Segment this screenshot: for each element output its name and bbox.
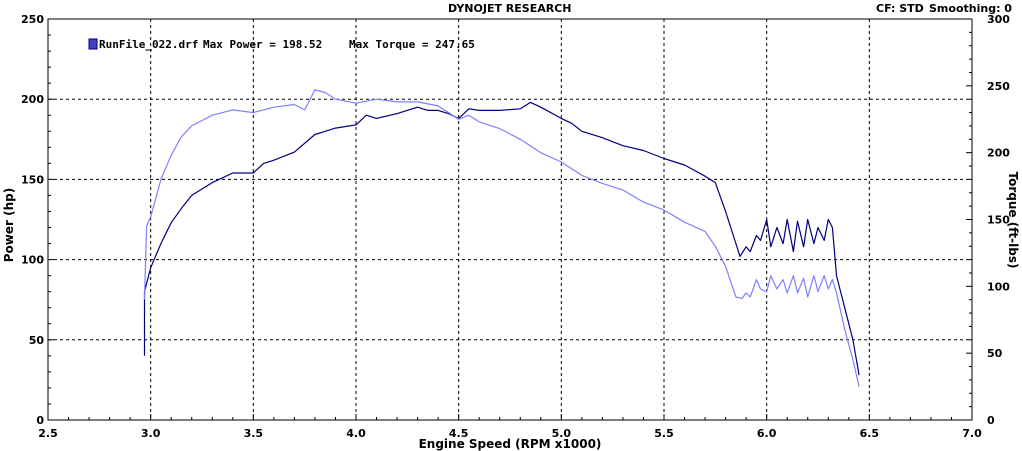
y2-tick-label: 150 [987, 214, 1010, 227]
smoothing-label: Smoothing: 0 [929, 2, 1012, 15]
right-axis-ticks: 0 50 100 150 200 250 300 [966, 13, 1010, 427]
power-curve [143, 101, 860, 376]
y-tick-label: 200 [21, 93, 44, 106]
x-tick-label: 6.0 [757, 427, 777, 440]
legend-max-power: Max Power = 198.52 [203, 38, 322, 51]
left-axis-ticks: 0 50 100 150 200 250 [21, 13, 54, 427]
x-tick-label: 5.5 [654, 427, 674, 440]
left-axis-title: Power (hp) [2, 188, 16, 262]
y-tick-label: 150 [21, 173, 44, 186]
y2-tick-label: 0 [987, 414, 995, 427]
y2-tick-label: 50 [987, 347, 1003, 360]
y2-tick-label: 200 [987, 147, 1010, 160]
legend-swatch [88, 38, 98, 50]
y2-tick-label: 250 [987, 80, 1010, 93]
x-axis-ticks: 2.5 3.0 3.5 4.0 4.5 5.0 5.5 6.0 6.5 7.0 [38, 414, 982, 440]
correction-factor-label: CF: STD [876, 2, 924, 15]
torque-curve [143, 89, 860, 387]
x-tick-label: 3.0 [141, 427, 161, 440]
x-tick-label: 5.0 [552, 427, 572, 440]
y2-tick-label: 100 [987, 280, 1010, 293]
y-tick-label: 250 [21, 13, 44, 26]
right-axis-title: Torque (ft-lbs) [1006, 172, 1020, 269]
chart-title: DYNOJET RESEARCH [448, 2, 572, 15]
x-tick-label: 7.0 [962, 427, 982, 440]
y-tick-label: 50 [29, 334, 45, 347]
plot-area [47, 18, 973, 421]
data-series [143, 89, 860, 387]
x-tick-label: 2.5 [38, 427, 58, 440]
x-tick-label: 6.5 [860, 427, 880, 440]
y2-tick-label: 300 [987, 13, 1010, 26]
x-tick-label: 4.0 [346, 427, 366, 440]
y-tick-label: 0 [36, 414, 44, 427]
x-tick-label: 3.5 [244, 427, 264, 440]
x-axis-title: Engine Speed (RPM x1000) [419, 437, 602, 451]
x-tick-label: 4.5 [449, 427, 469, 440]
legend-file-name: RunFile_022.drf [99, 38, 198, 51]
grid-lines [48, 19, 972, 420]
y-tick-label: 100 [21, 254, 44, 267]
legend-max-torque: Max Torque = 247.65 [349, 38, 475, 51]
legend: RunFile_022.drf Max Power = 198.52 Max T… [88, 38, 475, 51]
